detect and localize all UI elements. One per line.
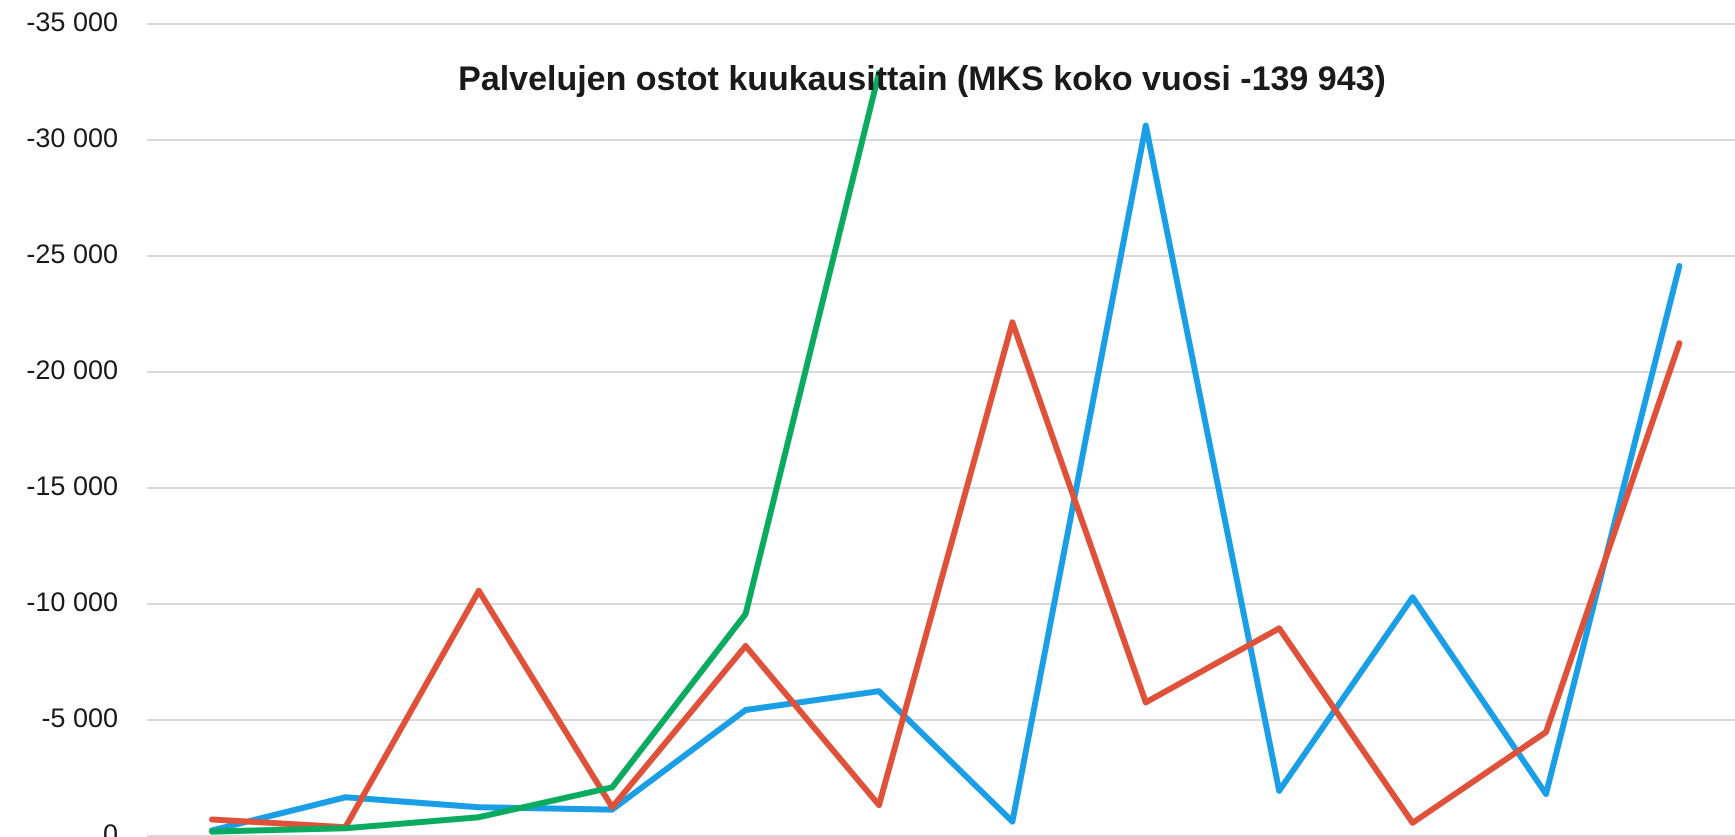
series-line: [209, 122, 1683, 834]
grid: [147, 23, 1735, 837]
series-line: [209, 69, 882, 835]
labels: 0 -5 000 -10 000 -15 000 -20 000 -25 000 -30 0…: [26, 7, 118, 837]
y-tick-label: 0: [103, 819, 118, 837]
y-tick-label: -20 000: [26, 355, 118, 385]
y-tick-label: -5 000: [41, 703, 118, 733]
y-tick-label: -25 000: [26, 239, 118, 269]
y-tick-label: -10 000: [26, 587, 118, 617]
lines: [209, 69, 1683, 835]
y-tick-label: -35 000: [26, 7, 118, 37]
y-tick-label: -15 000: [26, 471, 118, 501]
series-line: [209, 319, 1683, 831]
y-tick-label: -30 000: [26, 123, 118, 153]
chart-title: Palvelujen ostot kuukausittain (MKS koko…: [458, 60, 1386, 98]
